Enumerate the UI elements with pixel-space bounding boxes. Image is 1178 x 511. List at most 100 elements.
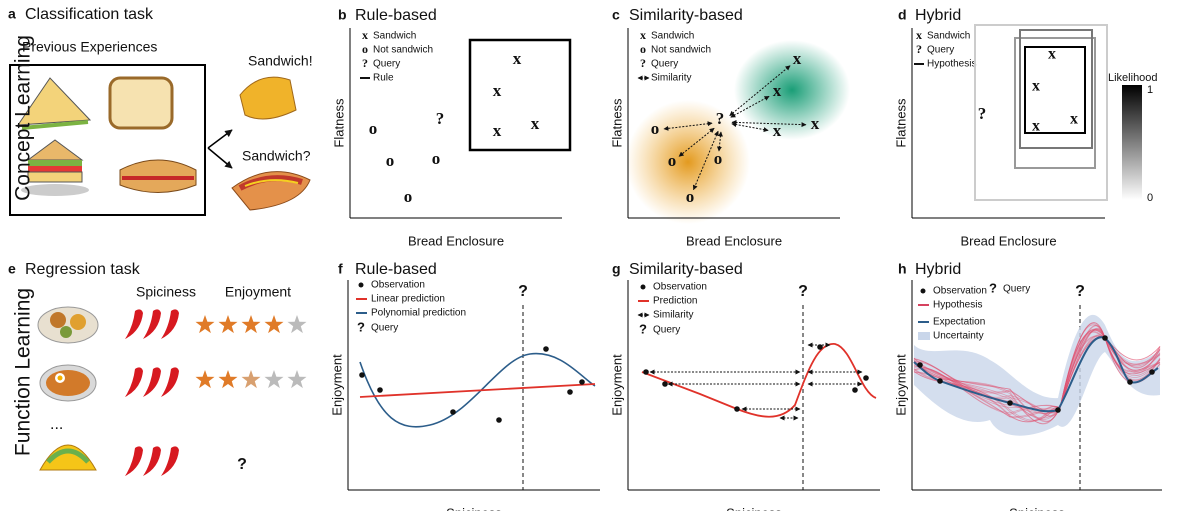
panel-title: Classification task [25,6,154,23]
observation [1007,400,1013,406]
marker-glyph: x [1032,118,1040,135]
pepper-icon [161,367,179,397]
query-mark: ? [518,283,528,300]
x-axis-label: Spiciness [726,505,782,511]
panel-title: Hybrid [915,7,961,24]
legend-label: Similarity [653,310,694,321]
legend-label: Hypothesis [927,59,976,70]
legend-label: Prediction [653,296,697,307]
column-header: Enjoyment [225,284,291,300]
legend-label: Rule [373,73,394,84]
legend-label: Sandwich [927,31,970,42]
colorbar-tick-label: 1 [1147,84,1153,96]
legend-label: Similarity [651,73,692,84]
star-icon [219,370,238,388]
marker-glyph: x [793,49,802,68]
observation [579,379,585,385]
marker-glyph: o [369,119,378,138]
star-icon [288,315,307,333]
marker-glyph: x [916,28,922,42]
row-label: Function Learning [12,288,35,456]
observation [852,387,858,393]
legend-label: Polynomial prediction [371,308,466,319]
marker-glyph: o [668,151,677,170]
star-icon [265,370,284,388]
panel-letter: g [612,261,621,277]
legend-label: Observation [653,282,707,293]
marker-glyph: x [773,81,782,100]
marker-glyph: o [362,42,368,56]
panel-title: Rule-based [355,7,437,24]
legend-label: Observation [933,286,987,297]
panel-letter: f [338,261,343,277]
observation [937,378,943,384]
panel-title: Similarity-based [629,261,743,278]
observation [917,362,923,368]
query-mark: ? [798,283,808,300]
legend-label: Query [373,59,400,70]
legend-label: Not sandwich [373,45,433,56]
legend-label: Uncertainty [933,331,984,342]
legend-label: Query [371,323,398,334]
dish-illustrations [38,307,98,470]
observation [450,409,456,415]
observation [1127,379,1133,385]
hypothesis-boundary [975,25,1107,200]
marker-glyph: ? [916,42,922,56]
legend-key [641,285,646,290]
pepper-icon [125,446,143,476]
pepper-icon [143,309,161,339]
legend-label: Observation [371,280,425,291]
marker-glyph: x [1070,111,1078,128]
marker-glyph: ? [716,109,725,128]
legend-key [918,332,930,340]
y-axis-label: Enjoyment [329,354,344,416]
query-mark: ? [237,456,247,473]
star-icon [265,315,284,333]
panel-letter: h [898,261,907,277]
legend-label: Linear prediction [371,294,445,305]
panel-letter: d [898,7,907,23]
observation [643,369,649,375]
x-axis-label: Bread Enclosure [960,233,1056,248]
marker-glyph: o [432,149,441,168]
marker-glyph: o [640,42,646,56]
observation [817,344,823,350]
colorbar-tick-label: 0 [1147,192,1153,204]
legend-key: ? [357,319,365,334]
marker-glyph: ? [436,109,445,128]
x-axis-label: Bread Enclosure [408,233,504,248]
prediction [642,344,876,417]
marker-glyph: x [493,81,502,100]
star-icon [242,370,261,388]
row-label: Concept Learning [12,35,35,201]
legend-label: Query [927,45,954,56]
pepper-icon [161,309,179,339]
observation [863,375,869,381]
legend-label: Query [651,59,678,70]
observation [543,346,549,352]
marker-glyph: x [1032,78,1040,95]
observation [496,417,502,423]
panel-title: Hybrid [915,261,961,278]
panel-letter: e [8,261,16,277]
star-icon [196,315,215,333]
marker-glyph: o [651,119,660,138]
legend-label: Expectation [933,317,985,328]
y-axis-label: Enjoyment [609,354,624,416]
panel-title: Rule-based [355,261,437,278]
marker-glyph: o [714,149,723,168]
pepper-icon [143,446,161,476]
marker-glyph: x [493,121,502,140]
linear-prediction [360,384,595,397]
legend-label: Not sandwich [651,45,711,56]
colorbar-title: Likelihood [1108,72,1158,84]
legend-key: ? [989,280,997,295]
ellipsis: ... [50,416,63,433]
output-label: Sandwich? [242,148,311,164]
marker-glyph: o [404,187,413,206]
observation [662,381,668,387]
marker-glyph: ? [362,56,368,70]
subtitle: Previous Experiences [22,39,157,55]
marker-glyph: x [811,114,820,133]
